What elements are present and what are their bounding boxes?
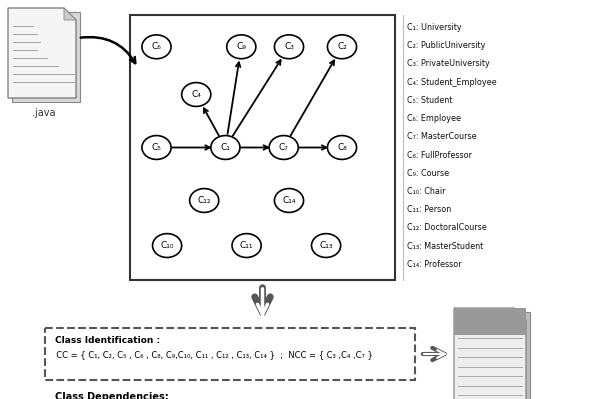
Polygon shape: [454, 308, 526, 399]
Text: C₁: University: C₁: University: [407, 23, 461, 32]
Text: C₅: Student: C₅: Student: [407, 96, 452, 105]
Text: CC = { C₁, C₂, C₅ , C₆ , C₈, C₉,C₁₀, C₁₁ , C₁₂ , C₁₃, C₁₄ }  ;  NCC = { C₃ ,C₄ ,: CC = { C₁, C₂, C₅ , C₆ , C₈, C₉,C₁₀, C₁₁…: [51, 350, 373, 359]
Text: C₁₃: C₁₃: [320, 241, 333, 250]
Ellipse shape: [312, 234, 341, 257]
Text: C₁₁: Person: C₁₁: Person: [407, 205, 451, 214]
Ellipse shape: [182, 83, 211, 107]
Text: C₇: MasterCourse: C₇: MasterCourse: [407, 132, 477, 141]
Text: C₁₂: DoctoralCourse: C₁₂: DoctoralCourse: [407, 223, 487, 232]
Ellipse shape: [274, 35, 304, 59]
Text: C₂: C₂: [337, 42, 347, 51]
Ellipse shape: [226, 35, 256, 59]
Text: C₆: C₆: [152, 42, 161, 51]
Text: C₁₀: Chair: C₁₀: Chair: [407, 187, 446, 196]
Text: C₄: C₄: [191, 90, 201, 99]
FancyBboxPatch shape: [454, 308, 526, 335]
Text: C₅: C₅: [152, 143, 161, 152]
Ellipse shape: [327, 136, 356, 160]
Text: C₈: C₈: [337, 143, 347, 152]
Text: C₃: C₃: [284, 42, 294, 51]
Text: C₁₂: C₁₂: [198, 196, 211, 205]
Ellipse shape: [211, 136, 240, 160]
Polygon shape: [64, 8, 76, 20]
Ellipse shape: [153, 234, 182, 257]
Text: C₁₀: C₁₀: [160, 241, 174, 250]
Text: C₁₄: Professor: C₁₄: Professor: [407, 260, 461, 269]
Text: Class Identification :: Class Identification :: [55, 336, 160, 345]
Text: C₁₃: MasterStudent: C₁₃: MasterStudent: [407, 241, 483, 251]
Text: C₁: C₁: [220, 143, 230, 152]
Polygon shape: [514, 308, 526, 320]
Text: C₁₄: C₁₄: [282, 196, 296, 205]
Ellipse shape: [232, 234, 261, 257]
Polygon shape: [8, 8, 76, 98]
Ellipse shape: [142, 136, 171, 160]
Text: C₉: Course: C₉: Course: [407, 169, 449, 178]
FancyBboxPatch shape: [12, 12, 80, 102]
Ellipse shape: [190, 189, 219, 212]
Text: C₆: Employee: C₆: Employee: [407, 114, 461, 123]
Text: C₂: PublicUniversity: C₂: PublicUniversity: [407, 41, 486, 50]
Text: C₇: C₇: [279, 143, 289, 152]
Ellipse shape: [327, 35, 356, 59]
Text: C₃: PrivateUniversity: C₃: PrivateUniversity: [407, 59, 490, 69]
Ellipse shape: [269, 136, 298, 160]
Text: Class Dependencies:: Class Dependencies:: [55, 392, 169, 399]
Ellipse shape: [142, 35, 171, 59]
Text: C₄: Student_Employee: C₄: Student_Employee: [407, 78, 496, 87]
Text: .java: .java: [32, 108, 56, 118]
FancyBboxPatch shape: [458, 312, 530, 399]
Ellipse shape: [274, 189, 304, 212]
Text: C₈: FullProfessor: C₈: FullProfessor: [407, 150, 472, 160]
Text: C₁₁: C₁₁: [240, 241, 253, 250]
FancyBboxPatch shape: [45, 328, 415, 380]
FancyBboxPatch shape: [130, 15, 395, 280]
Text: C₉: C₉: [236, 42, 246, 51]
